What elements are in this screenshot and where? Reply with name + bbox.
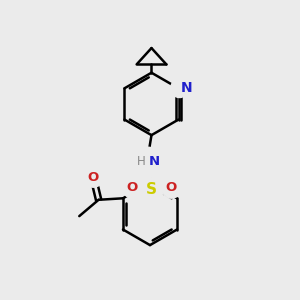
Text: S: S (146, 182, 157, 197)
Text: N: N (148, 155, 160, 168)
Text: O: O (88, 171, 99, 184)
Text: O: O (165, 181, 176, 194)
Text: O: O (127, 181, 138, 194)
Text: H: H (137, 155, 146, 168)
Text: N: N (181, 81, 192, 95)
